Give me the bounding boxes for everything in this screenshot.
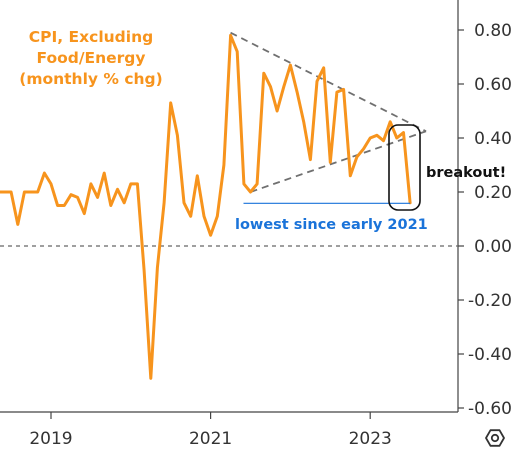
upper-trendline: [230, 31, 427, 133]
x-axis: 2019 2021 2023: [0, 411, 458, 449]
chart-title-line-3: (monthly % chg): [19, 70, 163, 88]
y-tick-label: -0.60: [468, 399, 512, 419]
lower-trendline: [250, 130, 427, 193]
lowest-annotation: lowest since early 2021: [235, 217, 428, 233]
breakout-highlight-box: [388, 124, 421, 211]
data-points: [4, 35, 411, 379]
settings-icon[interactable]: [485, 429, 505, 447]
y-tick-label: 0.40: [474, 129, 512, 149]
y-tick-label: -0.20: [468, 291, 512, 311]
y-tick-label: 0.60: [474, 75, 512, 95]
x-tick-label: 2023: [349, 429, 392, 449]
triangle-trendlines: [230, 31, 427, 193]
y-tick-label: 0.80: [474, 21, 512, 41]
y-tick-label: 0.20: [474, 183, 512, 203]
y-tick-label: -0.40: [468, 345, 512, 365]
y-tick-label: 0.00: [474, 237, 512, 257]
y-axis: 0.80 0.60 0.40 0.20 0.00 -0.20 -0.40 -0.60: [457, 0, 512, 419]
chart-title-line-1: CPI, Excluding: [29, 28, 153, 46]
x-tick-label: 2019: [29, 429, 72, 449]
breakout-annotation: breakout!: [426, 165, 506, 181]
chart-title-line-2: Food/Energy: [37, 49, 146, 67]
x-tick-label: 2021: [189, 429, 232, 449]
series-line: [0, 33, 412, 380]
